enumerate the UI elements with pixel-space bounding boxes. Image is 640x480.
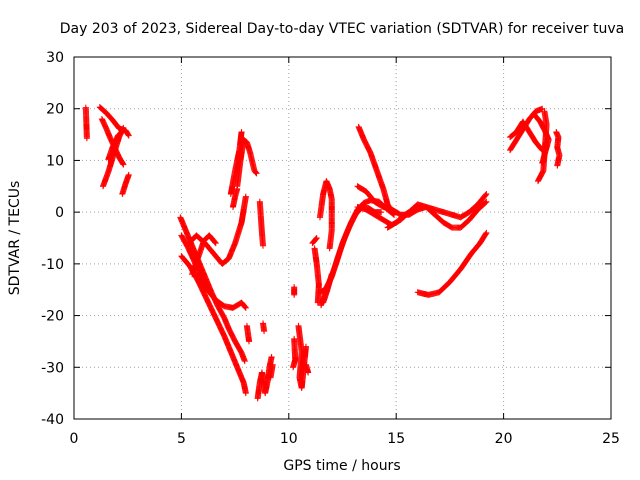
y-tick-label: 20 <box>46 102 64 118</box>
y-tick-label: 0 <box>55 205 64 221</box>
data-point <box>483 229 490 236</box>
grid-lines <box>74 57 611 419</box>
axis-ticks: 0 5 10 15 20 25 -40 -30 -20 -10 0 10 20 30 <box>41 50 620 447</box>
data-point <box>482 191 489 198</box>
data-point <box>253 170 260 177</box>
data-point <box>302 343 309 350</box>
data-point <box>119 128 126 135</box>
data-point <box>305 369 312 376</box>
data-point <box>125 132 132 139</box>
data-point <box>554 162 561 169</box>
data-point <box>212 239 219 246</box>
x-tick-label: 0 <box>70 431 79 447</box>
y-tick-label: -20 <box>41 309 64 325</box>
data-point <box>242 304 249 311</box>
data-point <box>253 169 260 176</box>
data-point <box>291 335 298 342</box>
data-point <box>313 235 320 242</box>
data-point <box>268 353 275 360</box>
data-point <box>238 128 245 135</box>
data-point <box>242 193 249 200</box>
y-tick-label: -40 <box>41 412 64 428</box>
data-point <box>246 338 253 345</box>
data-point <box>328 271 335 278</box>
x-tick-label: 5 <box>177 431 186 447</box>
chart-title: Day 203 of 2023, Sidereal Day-to-day VTE… <box>60 21 624 37</box>
data-point <box>291 291 298 298</box>
x-tick-label: 10 <box>280 431 298 447</box>
data-point <box>534 178 541 185</box>
data-point <box>482 199 489 206</box>
data-point <box>212 240 219 247</box>
data-point <box>125 131 132 138</box>
data-point <box>269 361 276 368</box>
x-axis-label: GPS time / hours <box>283 458 400 474</box>
x-tick-label: 25 <box>602 431 620 447</box>
data-point <box>409 207 416 214</box>
data-point <box>125 171 132 178</box>
data-point <box>312 236 319 243</box>
data-point <box>483 191 490 198</box>
y-tick-label: -10 <box>41 257 64 273</box>
plot-frame <box>73 56 612 420</box>
data-point <box>120 127 127 134</box>
data-point <box>252 169 259 176</box>
y-tick-label: 30 <box>46 50 64 66</box>
data-point <box>482 230 489 237</box>
data-point <box>241 303 248 310</box>
data-point <box>234 185 241 192</box>
data-point <box>119 128 126 135</box>
data-point <box>260 242 267 249</box>
data-point <box>261 328 268 335</box>
data-point <box>242 304 249 311</box>
data-point <box>483 198 490 205</box>
data-point <box>378 209 385 216</box>
data-point <box>313 235 320 241</box>
data-point <box>83 135 90 142</box>
y-tick-label: -30 <box>41 360 64 376</box>
data-point <box>241 358 248 365</box>
data-points <box>82 104 563 402</box>
data-point <box>326 245 333 252</box>
x-tick-label: 20 <box>495 431 513 447</box>
y-tick-label: 10 <box>46 153 64 169</box>
x-tick-label: 15 <box>387 431 405 447</box>
y-axis-label: SDTVAR / TECUs <box>7 181 23 296</box>
data-point <box>410 206 417 213</box>
data-point <box>242 390 249 397</box>
data-point <box>120 161 127 168</box>
